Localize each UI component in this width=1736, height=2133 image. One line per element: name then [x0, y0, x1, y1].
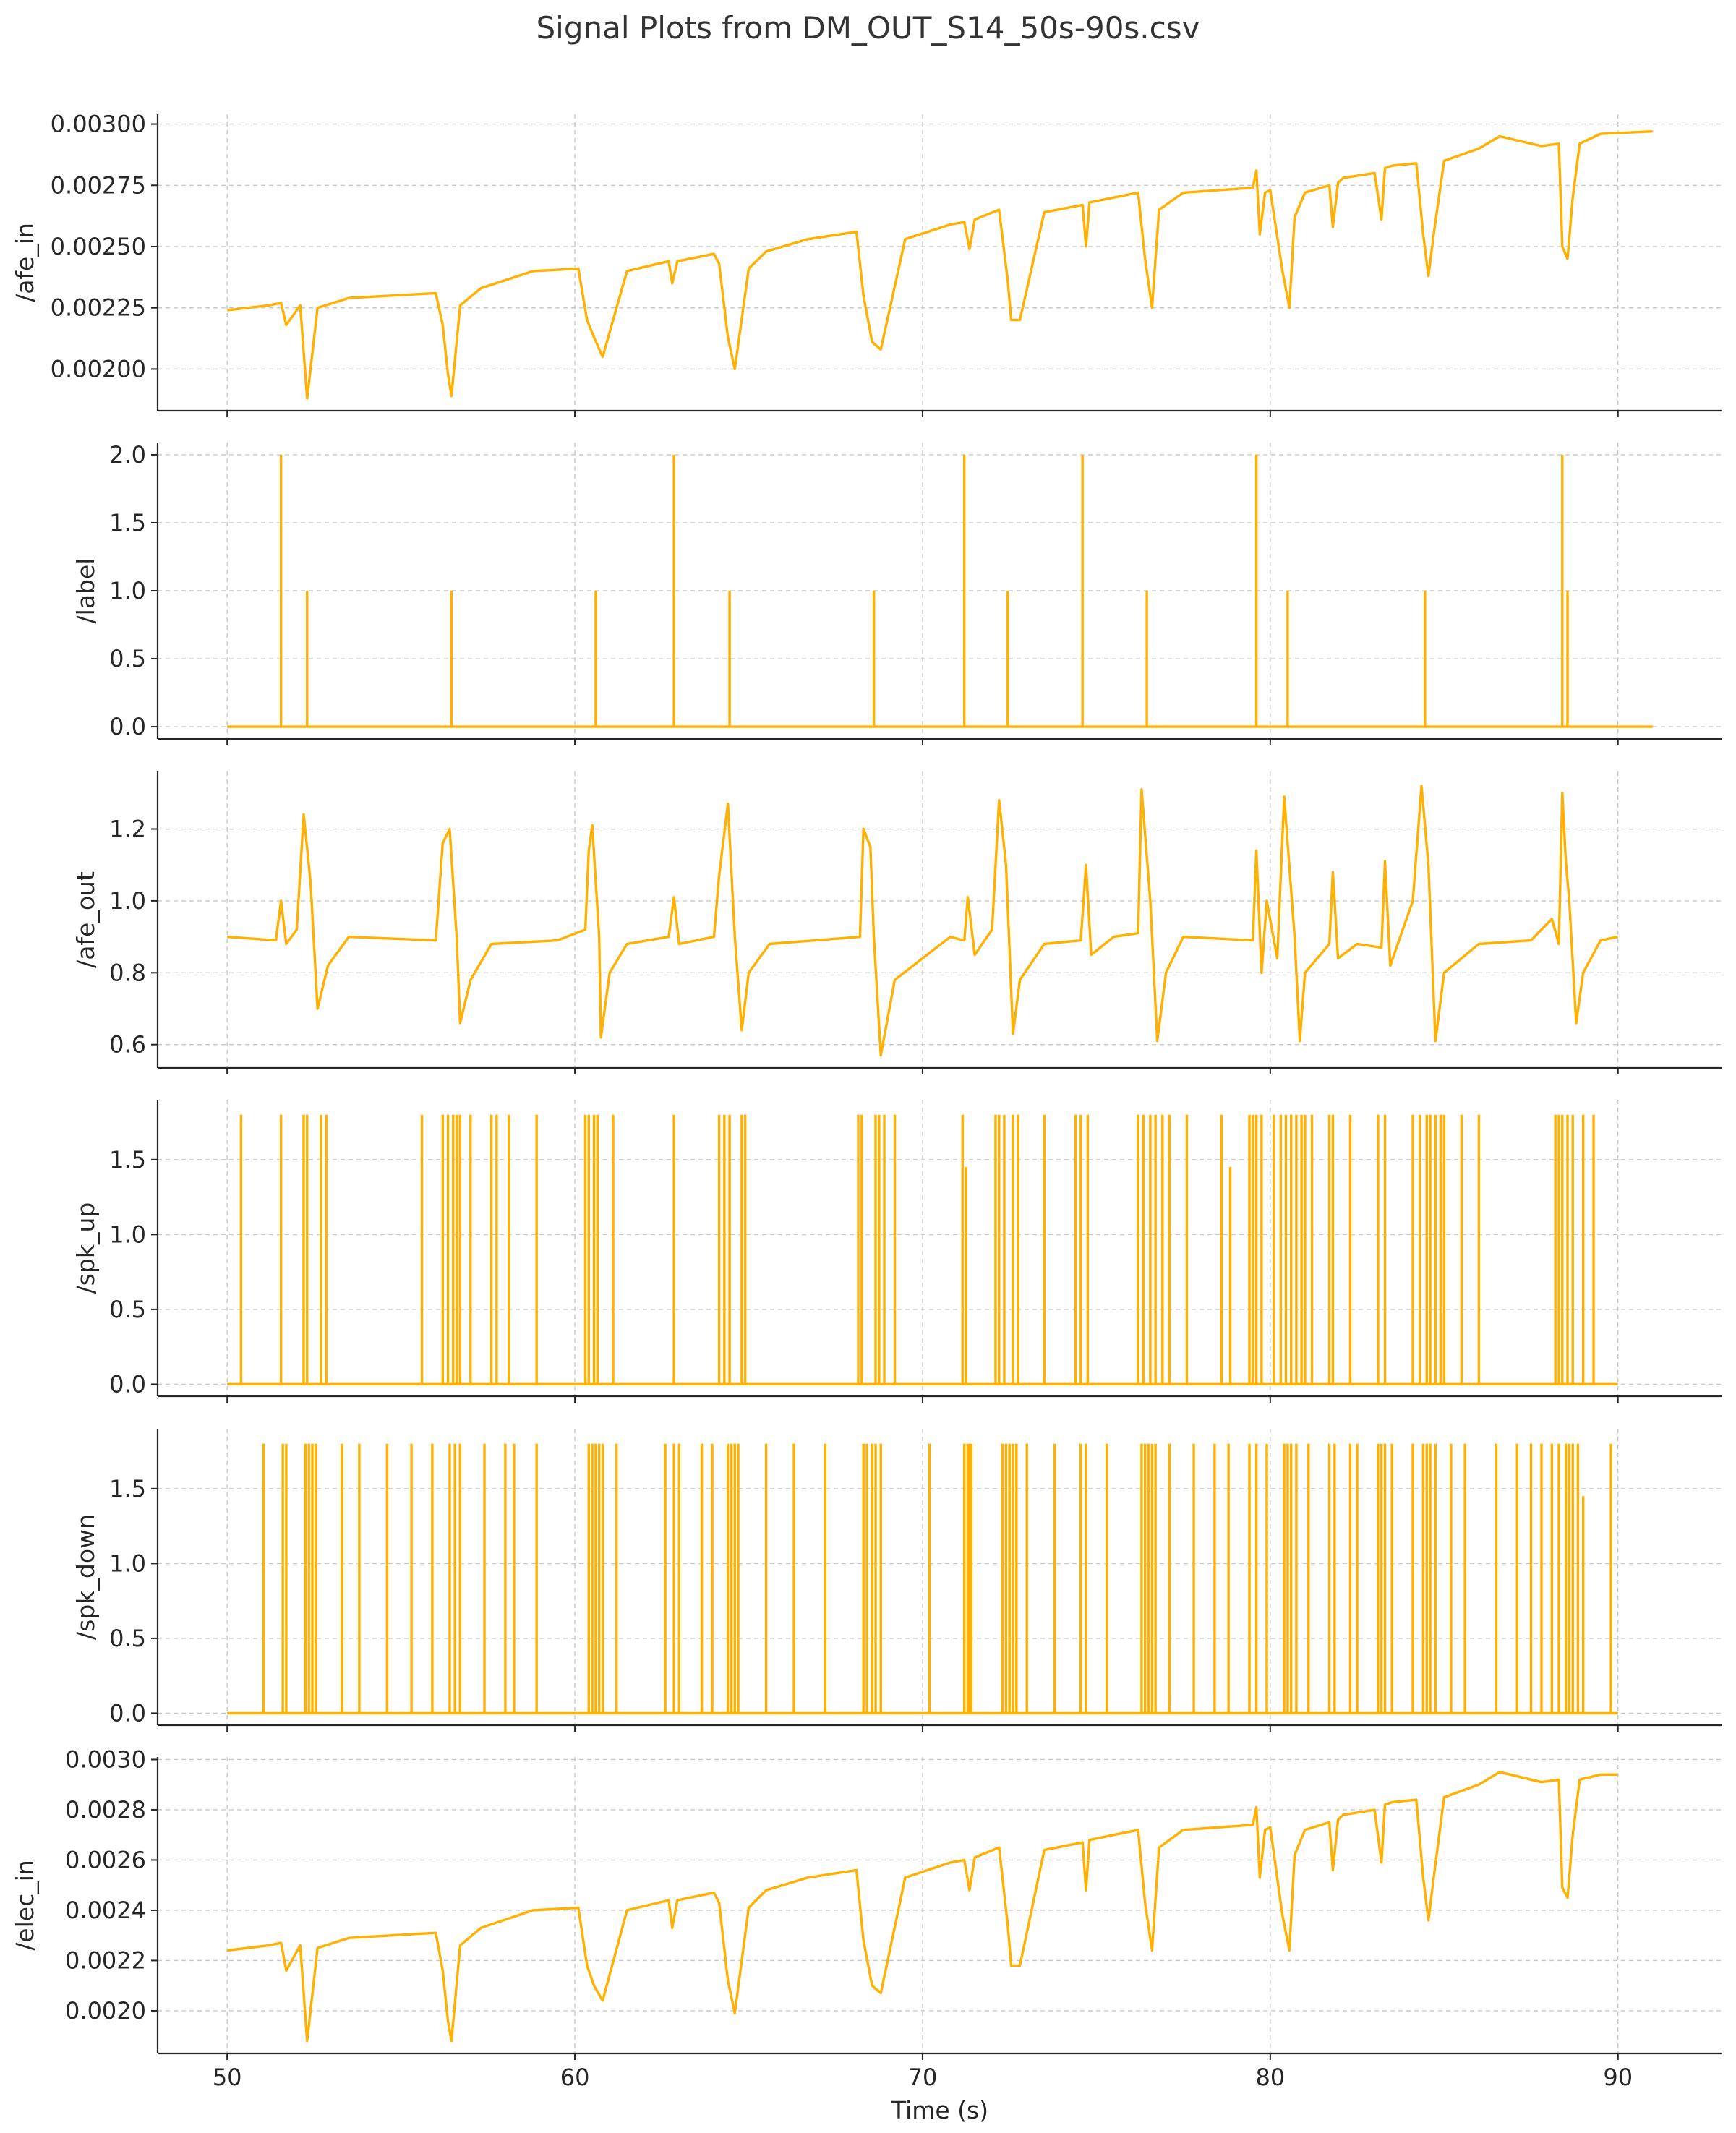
panel-3-y-tick-label: 1.2 [109, 816, 146, 843]
panel-3-y-tick-label: 0.6 [109, 1031, 146, 1059]
panel-5-y-tick-label: 0.0 [109, 1699, 146, 1727]
panel-5-y-tick-label: 1.0 [109, 1549, 146, 1577]
panel-5-y-tick-label: 1.5 [109, 1475, 146, 1502]
panel-4-y-tick-label: 0.5 [109, 1296, 146, 1323]
panel-6-y-tick-label: 0.0028 [65, 1796, 146, 1824]
panel-1-y-tick-label: 0.00250 [51, 233, 146, 260]
panel-6-series-line [226, 1771, 1618, 2043]
panel-6-x-tick-label: 60 [560, 2064, 590, 2091]
panel-5-y-axis-label: /spk_down [72, 1514, 100, 1640]
panel-1-y-tick-label: 0.00225 [51, 294, 146, 322]
panel-4-y-tick-label: 1.5 [109, 1146, 146, 1174]
panel-4-y-axis-label: /spk_up [72, 1202, 100, 1294]
panel-6-y-tick-label: 0.0026 [65, 1846, 146, 1873]
panel-6-x-tick-label: 90 [1603, 2064, 1633, 2091]
panel-5-y-tick-label: 0.5 [109, 1625, 146, 1652]
panel-3-series-line [227, 785, 1619, 1057]
panel-2-y-tick-label: 0.0 [109, 713, 146, 740]
panel-3-y-tick-label: 1.0 [109, 887, 146, 915]
panel-6-x-axis-label: Time (s) [891, 2096, 988, 2124]
panel-2-y-tick-label: 0.5 [109, 645, 146, 672]
panel-6-y-tick-label: 0.0024 [65, 1897, 146, 1924]
panel-2-y-tick-label: 1.5 [109, 509, 146, 537]
panel-2-y-axis-label: /label [72, 558, 100, 624]
panel-2-y-tick-label: 1.0 [109, 577, 146, 604]
panel-6-y-tick-label: 0.0030 [65, 1745, 146, 1773]
panel-1-y-axis-label: /afe_in [11, 223, 39, 302]
panel-1-y-tick-label: 0.00300 [51, 111, 146, 138]
panel-6-y-tick-label: 0.0022 [65, 1946, 146, 1974]
panel-1-y-tick-label: 0.00275 [51, 171, 146, 199]
panel-1-series-line [227, 130, 1653, 400]
panel-2-y-tick-label: 2.0 [109, 441, 146, 469]
figure-title: Signal Plots from DM_OUT_S14_50s-90s.csv [536, 10, 1200, 46]
panel-6-y-tick-label: 0.0020 [65, 1997, 146, 2025]
panel-4-y-tick-label: 1.0 [109, 1221, 146, 1248]
panel-6-x-tick-label: 80 [1255, 2064, 1285, 2091]
panel-3-y-axis-label: /afe_out [72, 871, 100, 968]
panel-6-x-tick-label: 70 [908, 2064, 938, 2091]
panel-1-y-tick-label: 0.00200 [51, 355, 146, 382]
panel-3-y-tick-label: 0.8 [109, 959, 146, 986]
panel-6-x-tick-label: 50 [213, 2064, 242, 2091]
panel-4-y-tick-label: 0.0 [109, 1370, 146, 1398]
panel-6-y-axis-label: /elec_in [11, 1860, 39, 1951]
